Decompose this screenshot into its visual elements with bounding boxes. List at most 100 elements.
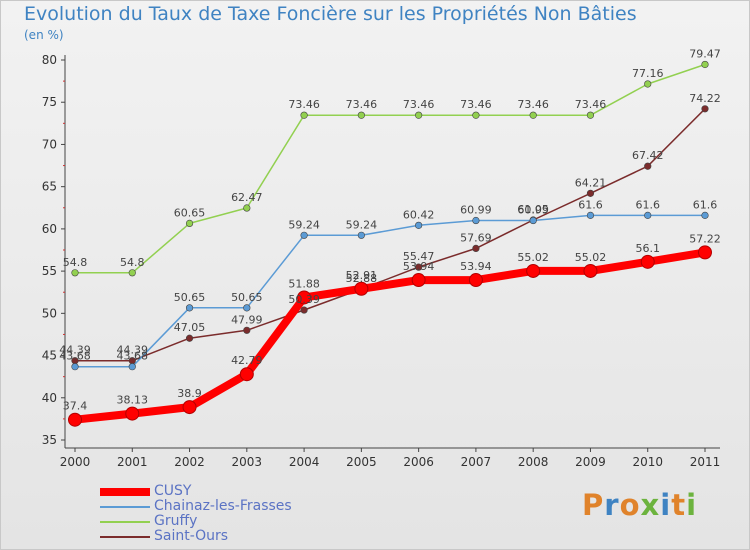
data-label-saint-ours: 50.39 (288, 293, 320, 306)
data-label-cusy: 55.02 (575, 251, 607, 264)
data-label-saint-ours: 47.05 (174, 321, 206, 334)
logo-letter: o (619, 488, 641, 522)
y-tick-label: 75 (42, 95, 57, 109)
legend-item-gruffy: Gruffy (100, 513, 360, 529)
data-point-saint-ours (701, 105, 709, 113)
series-lines (74, 63, 706, 424)
x-tick-label: 2003 (232, 455, 263, 469)
data-label-gruffy: 73.46 (575, 98, 607, 111)
chart-title: Evolution du Taux de Taxe Foncière sur l… (24, 3, 637, 25)
unit-label: (en %) (24, 28, 64, 42)
x-tick-label: 2011 (690, 455, 721, 469)
data-point-gruffy (472, 111, 480, 119)
x-tick-label: 2009 (575, 455, 606, 469)
legend-swatch-gruffy (100, 521, 150, 523)
data-label-gruffy: 62.47 (231, 191, 263, 204)
y-tick-label: 50 (42, 306, 57, 320)
legend: CUSY Chainaz-les-Frasses Gruffy Saint-Ou… (100, 483, 360, 544)
data-label-cusy: 52.91 (346, 269, 378, 282)
data-point-saint-ours (243, 326, 251, 334)
logo-letter: x (640, 488, 661, 522)
data-point-gruffy (185, 219, 194, 227)
logo-letter: r (604, 488, 620, 522)
data-label-chainaz-les-frasses: 59.24 (346, 218, 378, 231)
x-tick-label: 2008 (518, 455, 549, 469)
legend-item-chainaz: Chainaz-les-Frasses (100, 498, 360, 514)
x-tick-label: 2001 (117, 455, 148, 469)
data-label-saint-ours: 64.21 (575, 176, 607, 189)
series-line-gruffy (75, 63, 706, 274)
data-label-cusy: 56.1 (635, 242, 660, 255)
data-point-gruffy (357, 111, 365, 119)
data-label-gruffy: 73.46 (517, 98, 549, 111)
series-points (68, 60, 712, 427)
proxiti-logo: Proxiti (582, 488, 697, 522)
data-label-gruffy: 79.47 (689, 47, 721, 60)
data-label-cusy: 53.94 (460, 260, 492, 273)
data-point-chainaz-les-frasses (357, 231, 365, 239)
data-point-saint-ours (415, 263, 423, 271)
legend-label-chainaz: Chainaz-les-Frasses (154, 498, 292, 514)
data-point-cusy (354, 281, 369, 296)
data-point-cusy (640, 254, 655, 269)
data-label-cusy: 57.22 (689, 232, 721, 245)
data-label-saint-ours: 57.69 (460, 231, 492, 244)
data-label-cusy: 51.88 (288, 277, 320, 290)
series-line-chainaz-les-frasses (75, 214, 705, 368)
data-point-cusy (68, 412, 82, 427)
y-tick-label: 60 (42, 222, 57, 236)
data-point-gruffy (529, 111, 537, 119)
data-point-gruffy (586, 111, 595, 119)
data-label-chainaz-les-frasses: 59.24 (288, 218, 320, 231)
data-label-chainaz-les-frasses: 61.6 (693, 198, 718, 211)
logo-letter: i (660, 488, 672, 522)
data-label-chainaz-les-frasses: 61.6 (635, 198, 660, 211)
data-label-gruffy: 54.8 (120, 256, 145, 269)
logo-letter: i (686, 488, 698, 522)
legend-swatch-chainaz (100, 506, 150, 508)
data-label-saint-ours: 61.05 (517, 203, 549, 216)
data-label-gruffy: 77.16 (632, 67, 664, 80)
x-tick-label: 2010 (632, 455, 663, 469)
data-label-saint-ours: 47.99 (231, 313, 263, 326)
data-point-cusy (182, 400, 197, 415)
logo-letter: P (582, 488, 605, 522)
data-label-chainaz-les-frasses: 61.6 (578, 198, 603, 211)
data-point-chainaz-les-frasses (529, 216, 537, 225)
data-point-cusy (698, 245, 712, 260)
data-label-cusy: 42.79 (231, 354, 263, 367)
legend-label-saint-ours: Saint-Ours (154, 528, 229, 544)
data-label-saint-ours: 44.39 (117, 344, 149, 357)
data-label-cusy: 53.94 (403, 260, 435, 273)
data-point-cusy (239, 367, 254, 382)
data-point-gruffy (701, 60, 709, 69)
data-point-chainaz-les-frasses (415, 221, 423, 229)
data-label-gruffy: 54.8 (63, 256, 88, 269)
data-label-saint-ours: 52.88 (346, 272, 378, 285)
x-tick-label: 2007 (461, 455, 492, 469)
y-tick-label: 80 (42, 53, 57, 67)
data-label-cusy: 38.13 (117, 394, 149, 407)
data-label-gruffy: 60.65 (174, 206, 206, 219)
data-point-saint-ours (472, 244, 480, 252)
series-line-saint-ours (75, 108, 706, 362)
legend-item-cusy: CUSY (100, 483, 360, 499)
data-point-chainaz-les-frasses (701, 211, 709, 219)
data-point-gruffy (71, 269, 79, 277)
logo-letter: t (671, 488, 687, 522)
data-point-gruffy (300, 111, 308, 119)
data-label-chainaz-les-frasses: 60.99 (460, 204, 492, 217)
data-label-cusy: 37.4 (63, 400, 88, 413)
x-tick-label: 2002 (174, 455, 205, 469)
data-point-chainaz-les-frasses (128, 363, 136, 371)
data-label-chainaz-les-frasses: 43.68 (117, 350, 149, 363)
data-point-saint-ours (300, 306, 308, 314)
data-label-chainaz-les-frasses: 50.65 (174, 291, 206, 304)
data-point-cusy (297, 290, 312, 305)
data-label-cusy: 38.9 (177, 387, 202, 400)
legend-item-saint-ours: Saint-Ours (100, 528, 360, 544)
data-point-gruffy (243, 204, 251, 212)
data-point-chainaz-les-frasses (300, 231, 308, 239)
y-tick-label: 55 (42, 264, 57, 278)
data-point-cusy (411, 273, 426, 288)
